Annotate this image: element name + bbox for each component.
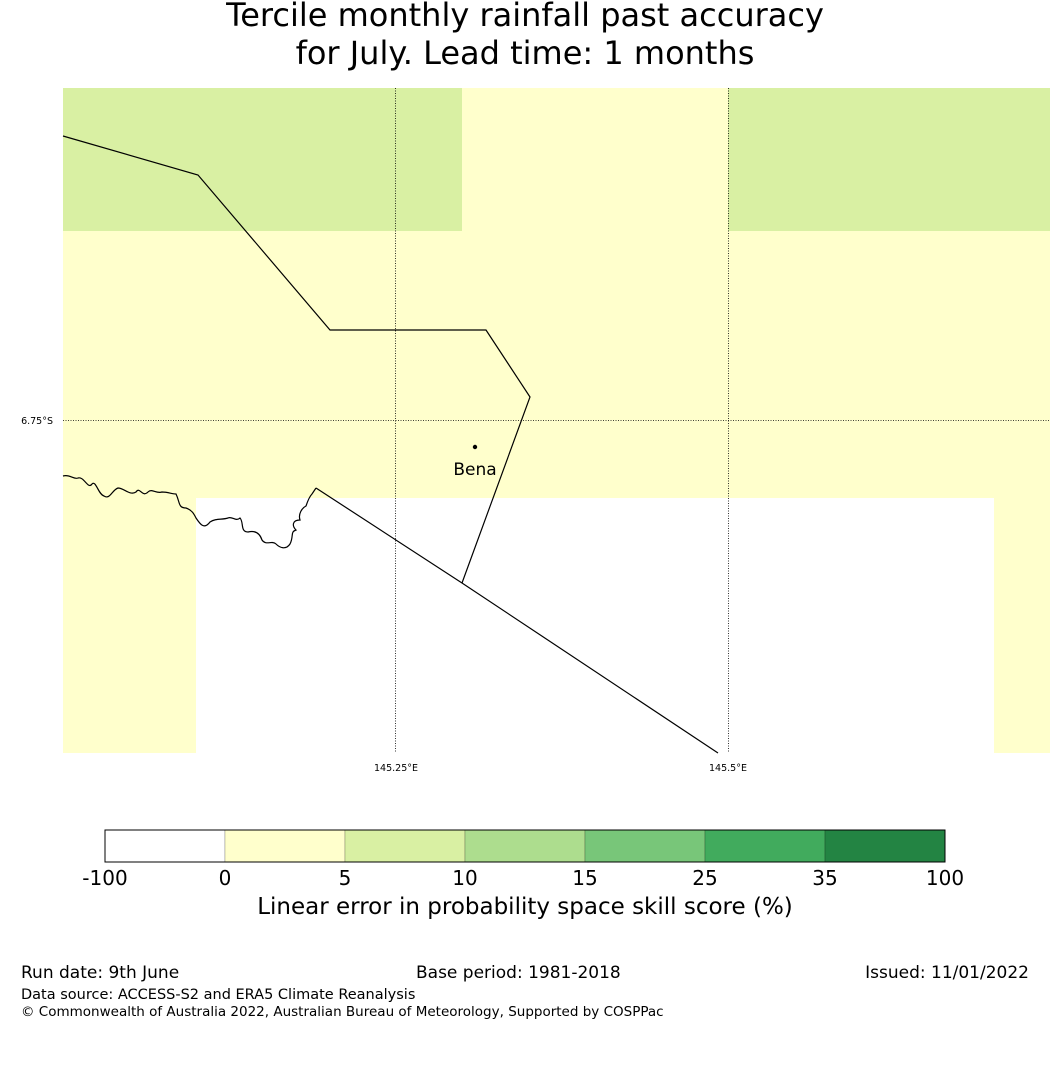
no-data-cell — [196, 498, 994, 753]
run-date: Run date: 9th June — [21, 963, 180, 983]
colorbar-tick-label: 100 — [925, 866, 965, 890]
boundaries — [62, 135, 719, 754]
colorbar-tick-label: 35 — [812, 866, 838, 890]
province-boundary — [315, 487, 719, 754]
colorbar-segment — [824, 829, 946, 863]
colorbar-segment — [224, 829, 346, 863]
colorbar-outline — [104, 829, 946, 863]
map-title-line-2: for July. Lead time: 1 months — [295, 34, 755, 72]
map-title-line-1: Tercile monthly rainfall past accuracy — [226, 0, 824, 34]
bena-town-marker — [472, 444, 478, 450]
map-canvas: Bena 6.75°S 145.25°E 145.5°E — [21, 88, 1050, 774]
base-period: Base period: 1981-2018 — [416, 963, 621, 983]
bena-town-label: Bena — [453, 460, 496, 480]
colorbar-label: Linear error in probability space skill … — [257, 894, 793, 920]
colorbar — [104, 829, 946, 863]
grid-cell — [63, 88, 462, 231]
colorbar-segment — [344, 829, 466, 863]
province-boundary — [62, 474, 317, 549]
data-source: Data source: ACCESS-S2 and ERA5 Climate … — [21, 987, 416, 1003]
colorbar-tick-label: 0 — [218, 866, 232, 890]
colorbar-tick-label: -100 — [82, 866, 128, 890]
colorbar-segment — [584, 829, 706, 863]
colorbar-tick-label: 25 — [692, 866, 718, 890]
grid-cell — [728, 88, 1050, 231]
colorbar-segment — [704, 829, 826, 863]
colorbar-tick-label: 10 — [452, 866, 478, 890]
copyright: © Commonwealth of Australia 2022, Austra… — [21, 1004, 664, 1020]
latitude-label: 6.75°S — [21, 416, 53, 427]
longitude-label: 145.25°E — [374, 763, 418, 774]
colorbar-tick-label: 15 — [572, 866, 598, 890]
issued-date: Issued: 11/01/2022 — [865, 963, 1029, 983]
province-boundary — [62, 135, 531, 584]
colorbar-segment — [104, 829, 226, 863]
longitude-label: 145.5°E — [709, 763, 747, 774]
graticule — [63, 88, 1050, 753]
colorbar-segment — [464, 829, 586, 863]
colorbar-tick-label: 5 — [338, 866, 352, 890]
